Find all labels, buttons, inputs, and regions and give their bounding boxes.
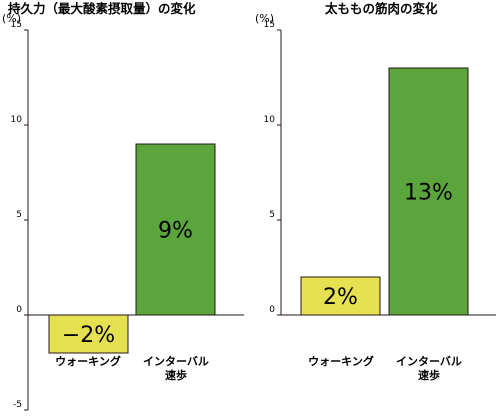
chart2-category-label: 速歩 <box>418 368 440 382</box>
chart1-unit-label: (%) <box>2 12 21 25</box>
chart1-y-tick-label: 0 <box>16 305 22 315</box>
chart1-category-label: ウォーキング <box>55 354 121 368</box>
chart1-y-tick-label: 10 <box>11 115 23 125</box>
chart2-y-tick-label: 15 <box>264 20 275 30</box>
chart1-y-tick-label: 15 <box>11 20 22 30</box>
chart2-bar-value-label: 13% <box>404 181 453 206</box>
chart2-category-label: ウォーキング <box>308 354 374 368</box>
chart2-y-tick-label: 5 <box>269 210 275 220</box>
chart1-bar-value-label: −2% <box>62 323 115 348</box>
chart1-y-tick-label: -5 <box>13 400 22 410</box>
chart2-bar <box>388 67 469 316</box>
chart1-bar <box>135 143 216 316</box>
chart1-title: 持久力（最大酸素摂取量）の変化 <box>8 1 196 16</box>
chart2-y-tick-label: 10 <box>264 115 276 125</box>
chart1-bar <box>48 314 129 354</box>
chart1-category-label: 速歩 <box>165 368 187 382</box>
chart1-y-tick-label: 5 <box>16 210 22 220</box>
chart2-y-tick-label: 0 <box>269 305 275 315</box>
chart2-category-label: インターバル <box>396 355 462 368</box>
chart1-bar-value-label: 9% <box>158 219 193 244</box>
chart2-title: 太ももの筋肉の変化 <box>325 1 438 16</box>
chart2-bar-value-label: 2% <box>323 285 358 310</box>
chart2-bar <box>300 276 381 316</box>
chart1-category-label: インターバル <box>143 355 209 368</box>
chart2-unit-label: (%) <box>255 12 274 25</box>
